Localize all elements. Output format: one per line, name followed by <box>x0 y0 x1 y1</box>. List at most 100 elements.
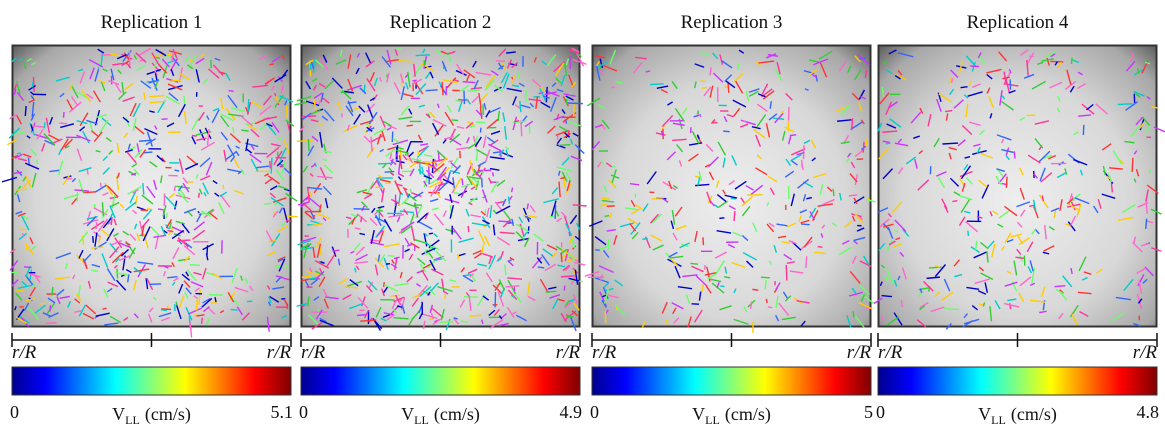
track <box>134 223 138 230</box>
track <box>571 81 577 88</box>
track <box>424 232 429 237</box>
track <box>244 277 249 284</box>
track <box>977 52 982 59</box>
track <box>247 101 252 115</box>
track <box>1048 154 1057 160</box>
track <box>958 61 964 75</box>
track <box>25 243 35 256</box>
track <box>987 240 995 249</box>
track <box>599 274 604 281</box>
track <box>1050 53 1056 58</box>
track <box>477 160 487 167</box>
track <box>1133 236 1137 244</box>
colorbar-label: VLL (cm/s) <box>112 404 191 427</box>
track <box>110 216 113 226</box>
track <box>725 80 736 89</box>
track <box>444 136 454 140</box>
track <box>17 284 33 289</box>
track <box>175 301 178 306</box>
track <box>75 293 82 301</box>
track <box>369 72 375 82</box>
track <box>310 119 319 123</box>
track <box>756 114 767 128</box>
track <box>231 107 246 113</box>
track <box>163 265 169 269</box>
track <box>133 279 137 291</box>
track <box>187 307 203 315</box>
track <box>847 65 852 73</box>
track <box>315 237 322 248</box>
track <box>285 119 295 127</box>
track <box>897 167 904 175</box>
track <box>177 191 189 204</box>
track <box>523 237 530 248</box>
track <box>368 281 374 289</box>
track <box>313 92 323 99</box>
track <box>507 259 512 263</box>
track <box>385 148 396 157</box>
track <box>475 180 479 191</box>
track <box>198 289 201 305</box>
track <box>93 131 103 142</box>
track <box>562 138 568 142</box>
track <box>656 85 669 89</box>
track <box>165 95 181 105</box>
track <box>498 220 512 223</box>
track <box>755 167 768 176</box>
track <box>507 221 514 225</box>
track <box>961 182 966 192</box>
track <box>206 115 210 121</box>
track <box>185 287 192 295</box>
track <box>996 168 1004 177</box>
track <box>468 176 481 180</box>
track <box>798 215 803 222</box>
track <box>109 246 120 259</box>
track <box>717 141 727 156</box>
track <box>934 264 940 268</box>
track <box>378 162 393 165</box>
track <box>708 171 715 181</box>
track <box>631 208 641 215</box>
track <box>604 311 607 324</box>
track <box>982 302 986 307</box>
track <box>522 231 528 238</box>
track <box>978 266 984 272</box>
track <box>1068 203 1081 212</box>
track <box>494 201 504 212</box>
track <box>41 142 46 152</box>
track <box>425 163 433 169</box>
track <box>571 47 580 53</box>
unit: (cm/s) <box>725 404 771 425</box>
track <box>184 56 190 63</box>
track <box>104 322 119 326</box>
track <box>595 61 600 67</box>
track <box>418 161 421 175</box>
track <box>377 174 383 179</box>
track <box>389 153 393 160</box>
track <box>445 318 451 331</box>
track <box>502 112 506 122</box>
track <box>99 119 109 134</box>
track <box>137 261 154 265</box>
track <box>391 131 394 143</box>
track <box>214 297 217 303</box>
track <box>13 83 18 91</box>
track <box>691 265 704 273</box>
image-frame <box>591 44 872 328</box>
track <box>388 213 405 218</box>
track <box>601 199 615 203</box>
track <box>474 252 483 259</box>
track <box>694 175 701 179</box>
track <box>488 143 502 152</box>
track <box>960 86 968 89</box>
track <box>183 255 191 262</box>
track <box>963 163 969 171</box>
track <box>672 138 687 142</box>
track <box>495 205 511 214</box>
track <box>1077 71 1084 76</box>
track <box>901 267 907 280</box>
track <box>102 307 107 310</box>
track <box>9 113 18 120</box>
track <box>486 118 499 130</box>
